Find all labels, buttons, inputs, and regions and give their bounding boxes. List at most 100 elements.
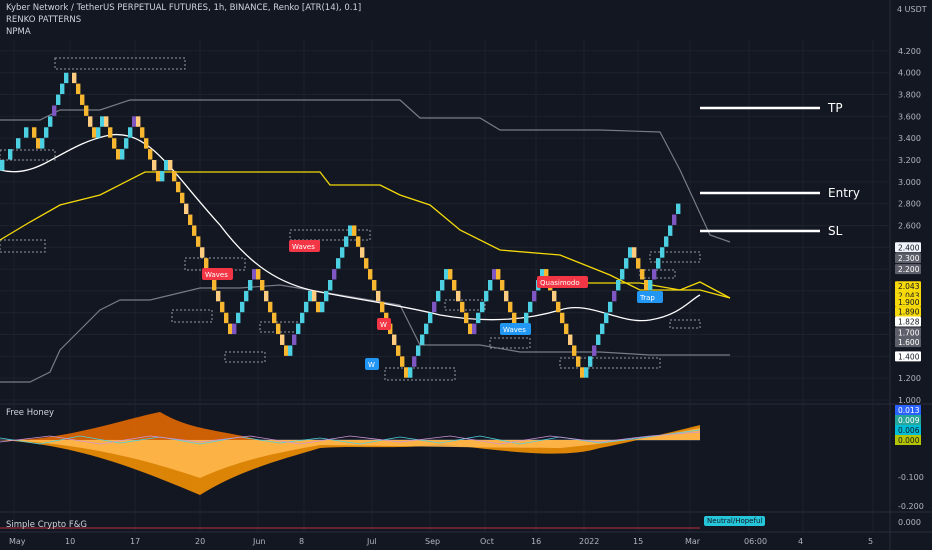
osc-tag <box>895 425 921 435</box>
indicator-npma[interactable]: NPMA <box>6 27 31 37</box>
renko-brick <box>668 225 673 236</box>
zone-box <box>559 357 661 369</box>
pattern-label-box <box>500 323 531 335</box>
price-tag <box>895 264 921 275</box>
renko-brick <box>192 225 197 236</box>
renko-brick <box>100 116 105 127</box>
renko-brick <box>232 323 237 335</box>
renko-brick <box>496 269 501 280</box>
renko-brick <box>92 127 97 138</box>
renko-brick <box>456 290 461 302</box>
renko-brick <box>380 301 385 313</box>
price-axis-label: 4.200 <box>898 47 921 56</box>
renko-brick <box>420 334 425 345</box>
price-tag-label: 2.300 <box>898 254 920 263</box>
renko-brick <box>204 258 209 269</box>
fear-greed-title[interactable]: Simple Crypto F&G <box>6 520 87 530</box>
free-honey-title[interactable]: Free Honey <box>6 408 54 418</box>
renko-brick <box>664 236 669 247</box>
renko-brick <box>604 312 609 324</box>
price-tag-label: 2.043 <box>898 282 920 291</box>
renko-brick <box>104 116 109 127</box>
renko-brick <box>440 280 445 291</box>
time-axis-label: 16 <box>531 537 541 546</box>
renko-brick <box>168 160 173 171</box>
renko-brick <box>152 160 157 171</box>
renko-brick <box>676 203 681 215</box>
renko-brick <box>200 247 205 258</box>
renko-brick <box>424 323 429 335</box>
renko-brick <box>132 116 137 127</box>
price-tag <box>895 296 921 307</box>
zone-box <box>289 229 371 241</box>
renko-brick <box>316 301 321 313</box>
renko-brick <box>120 149 125 160</box>
renko-brick <box>352 225 357 236</box>
renko-brick <box>652 269 657 280</box>
renko-brick <box>396 345 401 356</box>
renko-brick <box>124 138 129 149</box>
price-tag-label: 1.600 <box>898 338 920 347</box>
time-axis-label: May <box>9 537 26 546</box>
renko-brick <box>348 225 353 236</box>
renko-brick <box>44 127 49 138</box>
renko-brick <box>660 247 665 258</box>
renko-brick <box>36 138 41 149</box>
renko-brick <box>196 236 201 247</box>
renko-brick <box>156 170 161 182</box>
renko-brick <box>600 323 605 335</box>
time-axis-label: 2022 <box>579 537 599 546</box>
osc-axis-label: -0.100 <box>898 473 924 482</box>
symbol-title[interactable]: Kyber Network / TetherUS PERPETUAL FUTUR… <box>6 3 362 13</box>
renko-brick <box>524 312 529 324</box>
time-axis-label: 8 <box>299 537 304 546</box>
renko-brick <box>468 323 473 335</box>
osc-tag-label: 0.000 <box>898 436 920 445</box>
renko-brick <box>32 127 37 138</box>
price-tag-label: 2.200 <box>898 265 920 274</box>
renko-brick <box>628 247 633 258</box>
zone-box <box>444 299 486 311</box>
renko-brick <box>148 149 153 160</box>
renko-brick <box>288 345 293 356</box>
time-axis-label: 15 <box>633 537 643 546</box>
renko-brick <box>356 236 361 247</box>
time-axis: May 10 17 20 Jun 8 Jul Sep Oct 16 2022 15 Mar 06:00 4 5 <box>9 537 873 546</box>
renko-brick <box>224 312 229 324</box>
renko-brick <box>612 290 617 302</box>
renko-brick <box>304 301 309 313</box>
support-resistance-zones <box>0 57 701 381</box>
price-tag-label: 2.400 <box>898 243 920 252</box>
price-axis-label: 2.600 <box>898 221 921 230</box>
upper-band <box>0 99 731 243</box>
time-axis-label: 10 <box>65 537 75 546</box>
renko-brick <box>624 258 629 269</box>
indicator-renko-patterns[interactable]: RENKO PATTERNS <box>6 15 82 25</box>
price-axis-label: 3.200 <box>898 156 921 165</box>
renko-brick <box>312 290 317 302</box>
renko-brick <box>16 138 21 149</box>
renko-brick <box>212 280 217 291</box>
osc-tag-label: 0.013 <box>898 406 920 415</box>
renko-brick <box>556 301 561 313</box>
currency-label: 4 USDT <box>897 5 927 14</box>
renko-brick <box>308 290 313 302</box>
renko-brick <box>588 356 593 367</box>
renko-brick <box>280 334 285 345</box>
renko-brick <box>284 345 289 356</box>
renko-brick <box>572 345 577 356</box>
price-tag-label: 2.043 <box>898 291 920 300</box>
renko-brick <box>24 127 29 138</box>
time-axis-label: Jun <box>252 537 266 546</box>
price-tag-label: 1.890 <box>898 308 920 317</box>
annotation-label: SL <box>828 224 843 238</box>
renko-brick <box>180 192 185 204</box>
renko-brick <box>500 280 505 291</box>
price-axis-label: 2.800 <box>898 200 921 209</box>
renko-brick <box>0 160 5 171</box>
renko-brick <box>72 72 77 84</box>
renko-brick <box>512 312 517 324</box>
renko-brick <box>672 214 677 225</box>
renko-brick <box>272 312 277 324</box>
